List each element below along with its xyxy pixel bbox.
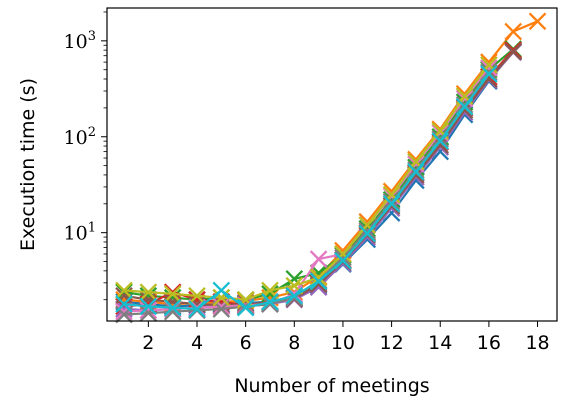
data-point — [358, 224, 377, 243]
data-point — [188, 300, 206, 318]
data-point — [480, 65, 498, 83]
series-line — [123, 64, 490, 301]
data-point — [261, 293, 279, 311]
x-tick-label: 14 — [428, 332, 452, 354]
data-point — [504, 22, 523, 41]
x-tick-label: 8 — [288, 332, 300, 354]
data-point — [455, 98, 474, 116]
data-point — [212, 288, 231, 307]
data-point — [212, 281, 231, 300]
data-point — [358, 216, 377, 234]
data-point — [504, 42, 523, 61]
data-point — [236, 298, 255, 317]
plot-marks — [115, 12, 547, 324]
series-line — [123, 50, 515, 307]
series-3 — [115, 40, 523, 309]
data-point — [382, 194, 401, 213]
data-point — [285, 286, 304, 305]
series-line — [123, 20, 538, 306]
series-line — [123, 73, 490, 311]
data-point — [261, 295, 279, 313]
data-point — [139, 283, 158, 301]
series-line — [123, 49, 515, 308]
data-point — [115, 302, 133, 321]
data-point — [139, 297, 158, 316]
y-tick-label: 102 — [64, 125, 96, 149]
data-point — [212, 297, 231, 316]
data-point — [480, 63, 498, 82]
series-line — [123, 48, 514, 301]
x-tick-label: 2 — [142, 332, 154, 354]
data-point — [309, 268, 328, 287]
x-tick-label: 16 — [477, 332, 501, 354]
plot-frame — [106, 7, 558, 322]
y-tick-label: 103 — [64, 29, 96, 53]
series-9 — [115, 56, 498, 309]
data-point — [431, 132, 450, 150]
data-point — [309, 250, 328, 268]
data-point — [334, 248, 352, 267]
x-tick-label: 6 — [240, 332, 252, 354]
x-tick-label: 12 — [380, 332, 404, 354]
x-axis: 2 4 6 8 10 12 14 16 18 — [142, 321, 550, 354]
data-point — [309, 272, 328, 291]
data-point — [407, 163, 425, 181]
data-point — [188, 286, 206, 305]
x-tick-label: 10 — [331, 332, 355, 354]
data-point — [528, 12, 547, 31]
series-line — [123, 50, 515, 308]
x-tick-label: 18 — [525, 332, 549, 354]
data-point — [334, 251, 352, 270]
data-point — [334, 245, 352, 263]
data-point — [163, 285, 182, 303]
y-axis-label: Execution time (s) — [17, 78, 39, 251]
data-point — [115, 281, 133, 300]
data-point — [163, 298, 182, 317]
x-axis-label: Number of meetings — [234, 375, 429, 397]
y-axis: 101 102 103 — [64, 11, 107, 301]
x-tick-label: 4 — [191, 332, 203, 354]
data-point — [115, 295, 133, 313]
series-line — [123, 67, 490, 313]
series-10 — [115, 65, 498, 318]
y-tick-label: 101 — [64, 221, 96, 245]
